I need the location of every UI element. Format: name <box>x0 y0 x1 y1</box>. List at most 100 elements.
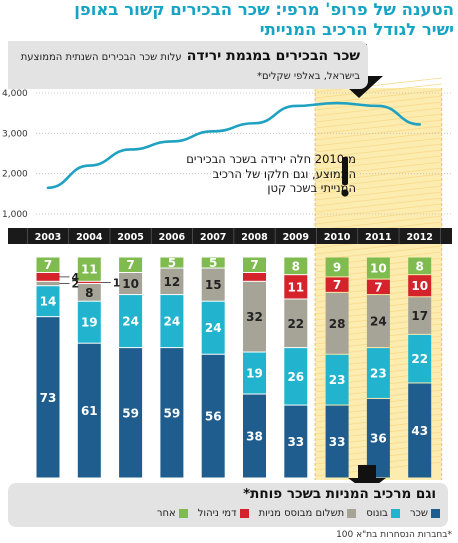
bar-salary-2003 <box>36 317 60 478</box>
bar-bonus-2004 <box>77 301 101 343</box>
bar-label-equity-2004: 8 <box>85 286 93 300</box>
bar-other-2003 <box>36 257 60 272</box>
bar-label-other-2012: 8 <box>416 259 424 273</box>
bar-equity-2009 <box>284 299 308 348</box>
top-panel-title: שכר הבכירים במגמת ירידה <box>186 48 360 64</box>
bar-label-salary-2010: 33 <box>329 435 346 449</box>
highlight-hatch <box>315 113 442 129</box>
y-tick-label: 2,000 <box>2 170 28 180</box>
highlight-hatch <box>315 167 442 183</box>
bar-label-other-2005: 7 <box>126 258 134 272</box>
bar-label-mgmt-fee-2009: 11 <box>287 280 304 294</box>
bar-mgmt-fee-2012 <box>408 275 432 297</box>
bar-salary-2006 <box>160 348 184 478</box>
bar-salary-2011 <box>366 398 390 478</box>
legend-item-equity: תשלום מבוסס מניות <box>259 508 357 519</box>
bar-label-salary-2011: 36 <box>370 432 387 446</box>
legend-swatch-salary <box>431 509 440 518</box>
bar-outside-label-2004: 1 <box>113 276 121 289</box>
bar-outside-label-2003: 4 <box>72 271 80 284</box>
bar-label-equity-2006: 12 <box>164 275 181 289</box>
highlight-hatch <box>315 215 442 231</box>
bar-label-equity-2012: 17 <box>411 309 428 323</box>
bar-bonus-2009 <box>284 348 308 405</box>
bar-mgmt-fee-2008 <box>243 272 266 281</box>
bar-equity-2004 <box>77 284 101 301</box>
bar-label-salary-2012: 43 <box>411 424 428 438</box>
bar-label-equity-2011: 24 <box>370 315 387 329</box>
bar-bonus-2008 <box>243 352 266 394</box>
highlight-hatch <box>315 155 442 171</box>
bar-equity-2005 <box>119 272 143 295</box>
highlight-hatch <box>315 89 442 105</box>
bar-label-salary-2004: 61 <box>81 404 98 418</box>
legend-label-equity: תשלום מבוסס מניות <box>258 508 345 519</box>
highlight-hatch <box>315 95 442 111</box>
bar-label-bonus-2008: 19 <box>246 367 263 381</box>
year-label-2012: 2012 <box>406 232 432 243</box>
highlight-hatch <box>315 107 442 123</box>
bar-other-2008 <box>243 257 266 272</box>
bar-equity-2010 <box>325 292 349 354</box>
highlight-hatch <box>315 119 442 135</box>
bar-label-bonus-2005: 24 <box>122 315 139 329</box>
headline-line-2: ישיר לגודל הרכיב המנייתי <box>259 20 454 39</box>
bar-label-salary-2008: 38 <box>246 430 263 444</box>
bar-label-mgmt-fee-2012: 10 <box>411 279 428 293</box>
legend-label-salary: שכר <box>409 508 428 519</box>
bar-other-2009 <box>284 257 308 275</box>
bar-bonus-2011 <box>366 348 390 398</box>
bar-other-2006 <box>160 257 184 268</box>
legend-item-mgmt-fee: דמי ניהול <box>198 508 249 519</box>
bar-salary-2007 <box>201 354 225 478</box>
bar-mgmt-fee-2010 <box>325 277 349 292</box>
year-label-2004: 2004 <box>76 232 103 243</box>
legend-swatch-equity <box>347 509 357 518</box>
highlight-hatch <box>315 203 442 219</box>
bar-equity-2012 <box>408 297 432 334</box>
exclamation-dot <box>341 189 349 197</box>
bar-equity-2003 <box>36 281 60 286</box>
bar-salary-2008 <box>243 394 266 478</box>
bar-outside-label-2003: 2 <box>72 278 80 291</box>
bar-label-salary-2006: 59 <box>164 406 181 420</box>
highlight-hatch <box>315 77 442 93</box>
year-label-2011: 2011 <box>365 232 391 243</box>
year-label-2006: 2006 <box>159 232 186 243</box>
bar-bonus-2006 <box>160 295 184 348</box>
bar-label-bonus-2003: 14 <box>40 295 57 309</box>
legend-label-bonus: בונוס <box>366 508 388 519</box>
legend-title: וגם מרכיב המניות בשכר פוחת* <box>243 486 436 502</box>
highlight-hatch <box>315 209 442 225</box>
bar-label-bonus-2012: 22 <box>411 352 428 366</box>
bar-label-bonus-2011: 23 <box>370 367 387 381</box>
bar-bonus-2003 <box>36 286 60 317</box>
bar-bonus-2005 <box>119 295 143 348</box>
headline-line-1: הטענה של פרופ' מרפי: שכר הבכירים קשור בא… <box>74 0 454 19</box>
bar-salary-2005 <box>119 348 143 478</box>
bar-label-equity-2009: 22 <box>287 317 304 331</box>
bar-mgmt-fee-2009 <box>284 275 308 299</box>
highlight-hatch <box>315 173 442 189</box>
bar-other-2012 <box>408 257 432 275</box>
highlight-hatch <box>315 185 442 201</box>
legend-arrow <box>348 465 386 492</box>
year-label-2007: 2007 <box>200 232 226 243</box>
highlight-hatch <box>315 143 442 159</box>
bar-bonus-2010 <box>325 354 349 405</box>
bar-equity-2011 <box>366 295 390 348</box>
bar-label-salary-2005: 59 <box>122 406 139 420</box>
y-tick-label: 1,000 <box>2 210 28 220</box>
bar-other-2010 <box>325 257 349 277</box>
bar-label-equity-2008: 32 <box>246 310 263 324</box>
year-label-2003: 2003 <box>35 232 61 243</box>
legend-item-salary: שכר <box>410 508 440 519</box>
year-label-2008: 2008 <box>241 232 268 243</box>
line-series <box>46 101 421 190</box>
highlight-hatch <box>315 137 442 153</box>
bar-mgmt-fee-2003 <box>36 272 60 281</box>
bar-equity-2006 <box>160 268 184 295</box>
bar-bonus-2012 <box>408 334 432 383</box>
bar-salary-2009 <box>284 405 308 478</box>
